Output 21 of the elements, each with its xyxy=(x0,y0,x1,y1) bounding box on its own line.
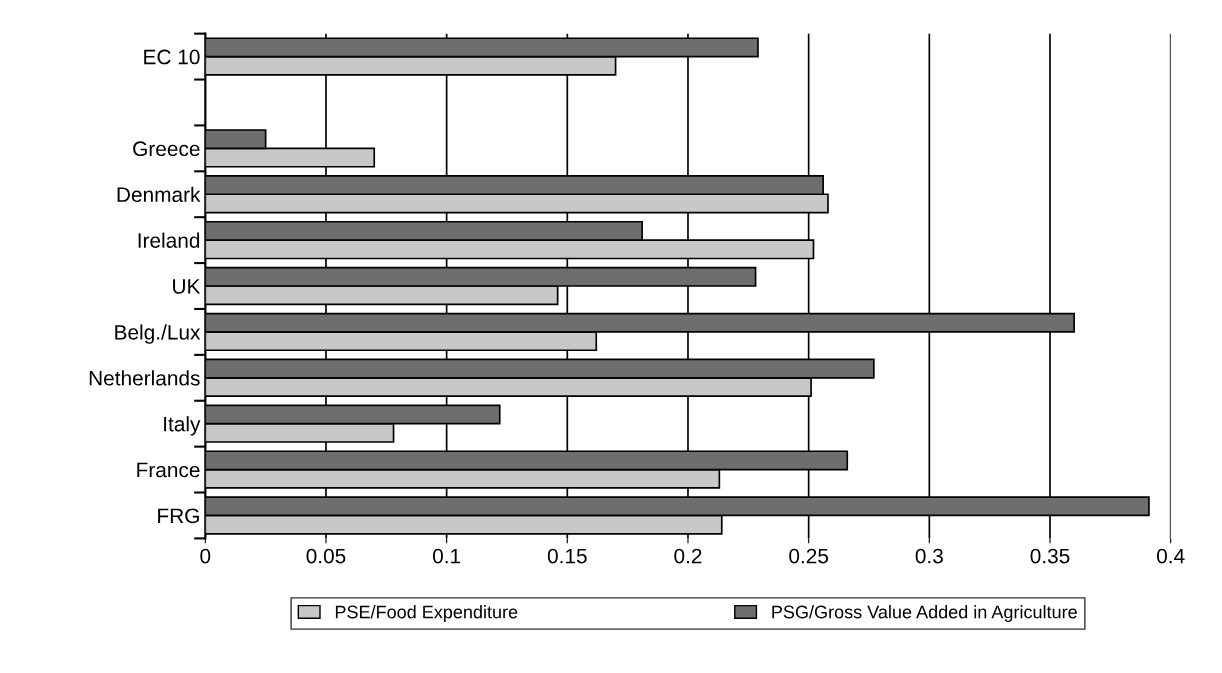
y-tick-label: Belg./Lux xyxy=(115,324,201,344)
y-tick-label: Ireland xyxy=(138,232,200,248)
y-tick-label: EC 10 xyxy=(144,49,200,65)
y-tick-label: Denmark xyxy=(117,186,201,203)
y-tick-label: Netherlands xyxy=(89,370,200,386)
x-tick-label: 0.1 xyxy=(432,548,461,564)
y-tick-label: FRG xyxy=(158,508,199,524)
y-tick-label: Greece xyxy=(133,141,200,157)
x-tick-label: 0.35 xyxy=(1030,548,1070,564)
x-tick-label: 0.05 xyxy=(306,548,346,564)
x-tick-label: 0.25 xyxy=(789,548,829,564)
legend-label: PSG/Gross Value Added in Agriculture xyxy=(772,605,1077,622)
y-tick-label: Italy xyxy=(164,416,201,436)
x-tick-label: 0.4 xyxy=(1157,548,1185,564)
x-tick-label: 0.3 xyxy=(915,548,943,564)
x-tick-label: 0.2 xyxy=(674,548,702,564)
x-tick-label: 0 xyxy=(200,548,211,564)
legend-label: PSE/Food Expenditure xyxy=(335,605,518,622)
y-tick-label: France xyxy=(137,462,200,478)
y-tick-label: UK xyxy=(173,279,201,294)
x-tick-label: 0.15 xyxy=(547,548,587,564)
